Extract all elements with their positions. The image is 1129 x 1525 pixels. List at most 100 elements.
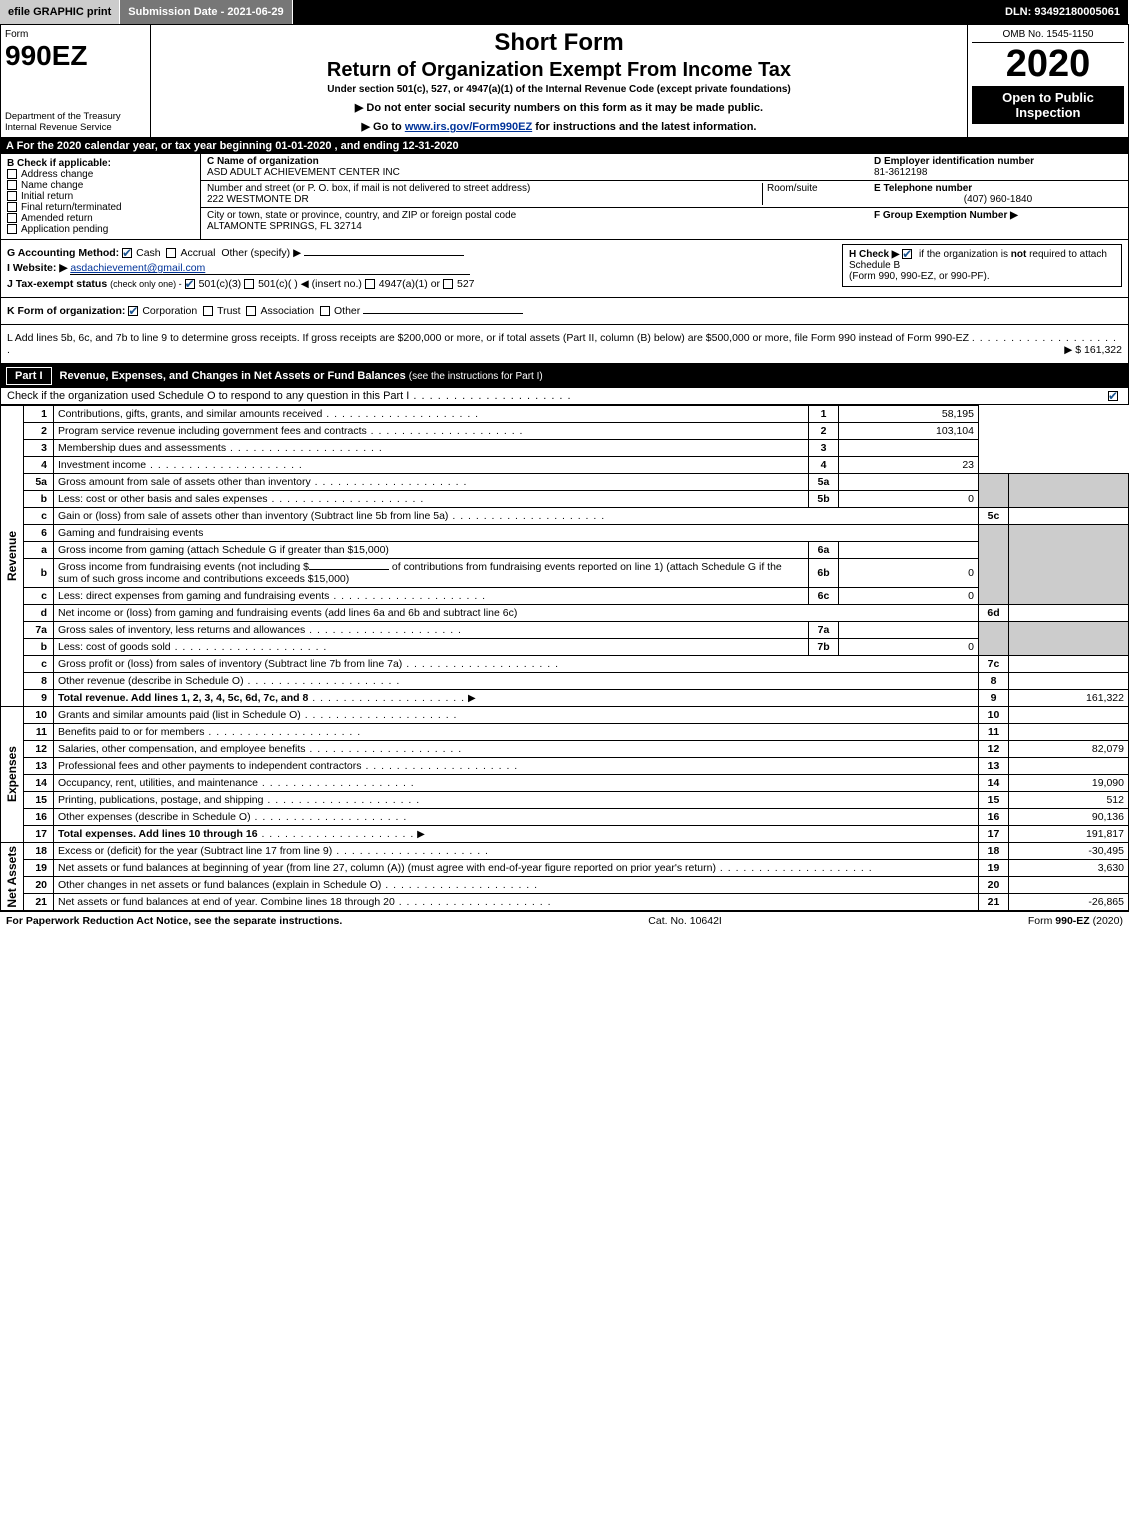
header-mid: Short Form Return of Organization Exempt…	[151, 25, 968, 137]
org-address: 222 WESTMONTE DR	[207, 194, 309, 205]
dln: DLN: 93492180005061	[997, 0, 1129, 24]
h-text3: (Form 990, 990-EZ, or 990-PF).	[849, 271, 990, 282]
table-row: 20Other changes in net assets or fund ba…	[1, 877, 1129, 894]
footer-left: For Paperwork Reduction Act Notice, see …	[6, 915, 342, 927]
part1-table: Revenue 1Contributions, gifts, grants, a…	[0, 405, 1129, 911]
footer-right: Form 990-EZ (2020)	[1028, 915, 1123, 927]
main-title: Return of Organization Exempt From Incom…	[157, 59, 961, 82]
g-accrual-check[interactable]	[166, 248, 176, 258]
open-to-public: Open to Public Inspection	[972, 86, 1124, 124]
part1-check-text: Check if the organization used Schedule …	[7, 390, 572, 402]
j-4947-check[interactable]	[365, 279, 375, 289]
j-hint: (check only one) -	[110, 279, 182, 289]
table-row: 4Investment income423	[1, 457, 1129, 474]
i-label: I Website: ▶	[7, 262, 67, 274]
b-opt-pending[interactable]: Application pending	[7, 224, 194, 235]
col-b: B Check if applicable: Address change Na…	[1, 154, 201, 239]
footer-mid: Cat. No. 10642I	[648, 915, 722, 927]
phone-value: (407) 960-1840	[874, 194, 1122, 205]
expenses-vlabel: Expenses	[1, 707, 24, 843]
table-row: Expenses 10Grants and similar amounts pa…	[1, 707, 1129, 724]
irs-link[interactable]: www.irs.gov/Form990EZ	[405, 121, 532, 133]
part1-label: Part I	[6, 367, 52, 385]
j-501c-check[interactable]	[244, 279, 254, 289]
part1-schedule-o-check[interactable]	[1108, 391, 1118, 401]
c-name-row: C Name of organization ASD ADULT ACHIEVE…	[201, 154, 868, 181]
k-trust-check[interactable]	[203, 306, 213, 316]
header-right: OMB No. 1545-1150 2020 Open to Public In…	[968, 25, 1128, 137]
b-opt-final[interactable]: Final return/terminated	[7, 202, 194, 213]
table-row: 6Gaming and fundraising events	[1, 525, 1129, 542]
page-footer: For Paperwork Reduction Act Notice, see …	[0, 911, 1129, 930]
table-row: 12Salaries, other compensation, and empl…	[1, 741, 1129, 758]
subtitle: Under section 501(c), 527, or 4947(a)(1)…	[157, 84, 961, 95]
website-link[interactable]: asdachievement@gmail.com	[70, 262, 470, 275]
room-suite-label: Room/suite	[762, 183, 862, 205]
form-word: Form	[5, 29, 146, 40]
b-label: B Check if applicable:	[7, 158, 194, 169]
part1-check-line: Check if the organization used Schedule …	[0, 388, 1129, 405]
tax-year: 2020	[972, 43, 1124, 86]
j-527-check[interactable]	[443, 279, 453, 289]
table-row: 16Other expenses (describe in Schedule O…	[1, 809, 1129, 826]
header-left: Form 990EZ Department of the Treasury In…	[1, 25, 151, 137]
part1-header: Part I Revenue, Expenses, and Changes in…	[0, 364, 1129, 388]
f-group-row: F Group Exemption Number ▶	[868, 208, 1128, 223]
k-assoc-check[interactable]	[246, 306, 256, 316]
omb-number: OMB No. 1545-1150	[972, 29, 1124, 43]
table-row: bLess: cost of goods sold7b0	[1, 639, 1129, 656]
table-row: 19Net assets or fund balances at beginni…	[1, 860, 1129, 877]
table-row: aGross income from gaming (attach Schedu…	[1, 542, 1129, 559]
f-label: F Group Exemption Number ▶	[874, 210, 1018, 221]
e-phone-row: E Telephone number (407) 960-1840	[868, 181, 1128, 208]
k-line: K Form of organization: Corporation Trus…	[7, 305, 1122, 317]
b-opt-name[interactable]: Name change	[7, 180, 194, 191]
col-c: C Name of organization ASD ADULT ACHIEVE…	[201, 154, 868, 239]
goto-line: ▶ Go to www.irs.gov/Form990EZ for instru…	[157, 120, 961, 133]
c-city-row: City or town, state or province, country…	[201, 208, 868, 234]
h-not: not	[1011, 249, 1027, 260]
c-city-label: City or town, state or province, country…	[207, 210, 516, 221]
revenue-vlabel: Revenue	[1, 406, 24, 707]
table-row: 13Professional fees and other payments t…	[1, 758, 1129, 775]
form-number: 990EZ	[5, 40, 146, 72]
dept-treasury: Department of the Treasury Internal Reve…	[5, 111, 145, 133]
goto-post: for instructions and the latest informat…	[535, 121, 756, 133]
table-row: 9Total revenue. Add lines 1, 2, 3, 4, 5c…	[1, 690, 1129, 707]
b-opt-address[interactable]: Address change	[7, 169, 194, 180]
row-a-tax-year: A For the 2020 calendar year, or tax yea…	[0, 138, 1129, 154]
table-row: bGross income from fundraising events (n…	[1, 559, 1129, 588]
table-row: cLess: direct expenses from gaming and f…	[1, 588, 1129, 605]
b-opt-amended[interactable]: Amended return	[7, 213, 194, 224]
table-row: 17Total expenses. Add lines 10 through 1…	[1, 826, 1129, 843]
table-row: dNet income or (loss) from gaming and fu…	[1, 605, 1129, 622]
table-row: 15Printing, publications, postage, and s…	[1, 792, 1129, 809]
k-other-check[interactable]	[320, 306, 330, 316]
table-row: cGross profit or (loss) from sales of in…	[1, 656, 1129, 673]
ein-value: 81-3612198	[874, 167, 927, 178]
g-label: G Accounting Method:	[7, 247, 119, 259]
section-g-to-l: G Accounting Method: Cash Accrual Other …	[0, 240, 1129, 298]
irs-label: Internal Revenue Service	[5, 122, 112, 133]
h-check[interactable]	[902, 249, 912, 259]
k-label: K Form of organization:	[7, 305, 125, 317]
short-form-title: Short Form	[157, 29, 961, 57]
c-addr-label: Number and street (or P. O. box, if mail…	[207, 183, 530, 194]
table-row: 2Program service revenue including gover…	[1, 423, 1129, 440]
l-text: L Add lines 5b, 6c, and 7b to line 9 to …	[7, 332, 969, 344]
k-corp-check[interactable]	[128, 306, 138, 316]
goto-pre: ▶ Go to	[362, 121, 405, 133]
table-row: 21Net assets or fund balances at end of …	[1, 894, 1129, 911]
submission-date: Submission Date - 2021-06-29	[120, 0, 292, 24]
b-opt-initial[interactable]: Initial return	[7, 191, 194, 202]
netassets-vlabel: Net Assets	[1, 843, 24, 911]
g-cash-check[interactable]	[122, 248, 132, 258]
table-row: bLess: cost or other basis and sales exp…	[1, 491, 1129, 508]
h-label: H Check ▶	[849, 249, 899, 260]
efile-print-label[interactable]: efile GRAPHIC print	[0, 0, 120, 24]
topbar-spacer	[293, 0, 997, 24]
l-line: L Add lines 5b, 6c, and 7b to line 9 to …	[7, 332, 1122, 356]
j-501c3-check[interactable]	[185, 279, 195, 289]
table-row: Revenue 1Contributions, gifts, grants, a…	[1, 406, 1129, 423]
table-row: 7aGross sales of inventory, less returns…	[1, 622, 1129, 639]
